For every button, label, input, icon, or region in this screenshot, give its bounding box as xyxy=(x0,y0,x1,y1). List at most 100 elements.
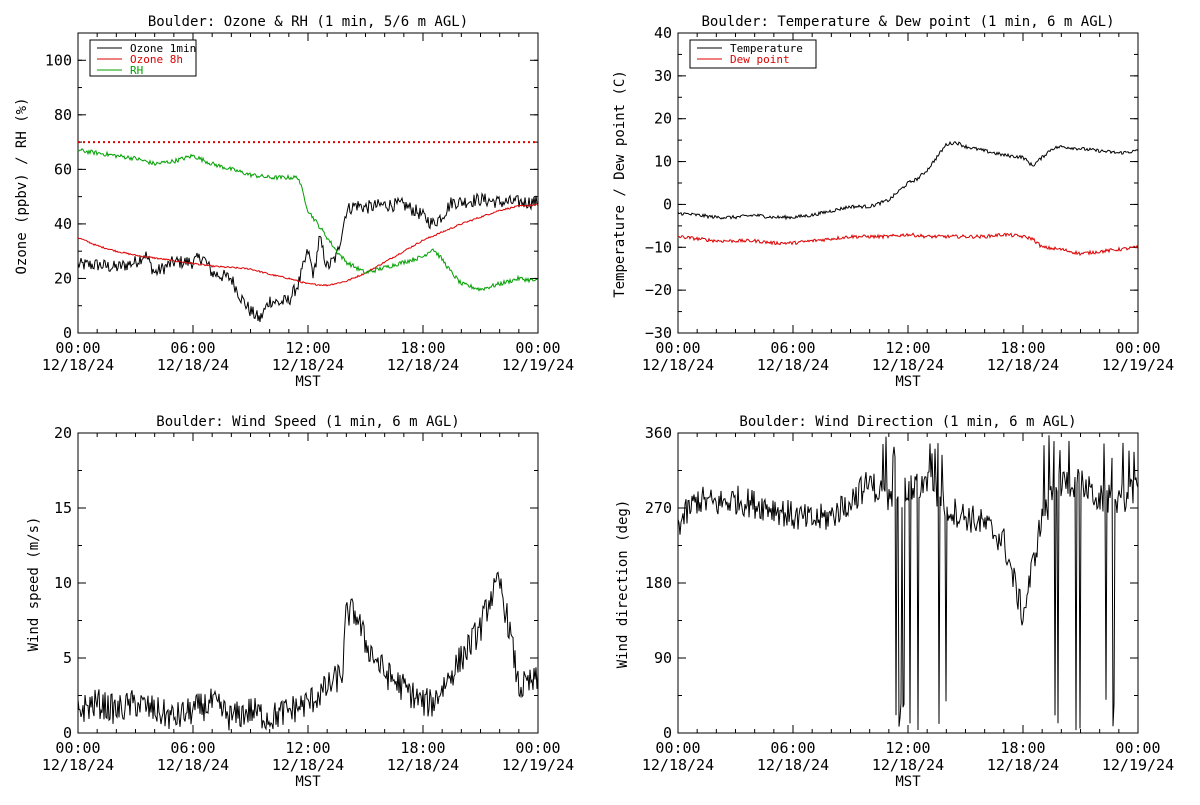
x-tick-date-label: 12/19/24 xyxy=(502,756,574,774)
x-tick-time-label: 06:00 xyxy=(170,739,215,757)
y-tick-label: 180 xyxy=(645,574,672,592)
x-tick-date-label: 12/18/24 xyxy=(987,356,1059,374)
y-tick-label: 20 xyxy=(54,424,72,442)
chart-title: Boulder: Temperature & Dew point (1 min,… xyxy=(701,14,1114,30)
series-line-ozone-1min xyxy=(77,191,539,323)
y-tick-label: −20 xyxy=(645,281,672,299)
x-tick-time-label: 18:00 xyxy=(400,739,445,757)
x-tick-date-label: 12/18/24 xyxy=(157,356,229,374)
chart-title: Boulder: Ozone & RH (1 min, 5/6 m AGL) xyxy=(148,14,468,30)
legend-label-temperature: Temperature xyxy=(730,42,803,55)
plot-area-wind-dir xyxy=(677,435,1139,731)
x-tick-time-label: 06:00 xyxy=(170,339,215,357)
y-tick-label: 40 xyxy=(54,215,72,233)
y-tick-label: 0 xyxy=(63,724,72,742)
legend-box xyxy=(689,39,817,69)
series-line-temperature xyxy=(677,140,1139,221)
x-tick-date-label: 12/18/24 xyxy=(987,756,1059,774)
x-tick-time-label: 00:00 xyxy=(655,739,700,757)
axes-ozone-rh: 02040608010000:0012/18/2406:0012/18/2412… xyxy=(42,32,574,374)
legend-label-dew-point: Dew point xyxy=(730,53,790,66)
axes-wind-speed: 0510152000:0012/18/2406:0012/18/2412:001… xyxy=(42,424,574,774)
plot-frame xyxy=(677,32,1139,334)
y-tick-label: 360 xyxy=(645,424,672,442)
plot-area-ozone-rh xyxy=(77,141,539,323)
legend-label-ozone-8h: Ozone 8h xyxy=(130,53,183,66)
x-tick-date-label: 12/18/24 xyxy=(272,356,344,374)
y-tick-label: −10 xyxy=(645,238,672,256)
x-tick-date-label: 12/19/24 xyxy=(1102,356,1174,374)
axes-temp-dew: −30−20−1001020304000:0012/18/2406:0012/1… xyxy=(642,24,1174,374)
plot-frame xyxy=(677,432,1139,734)
y-axis-label: Wind direction (deg) xyxy=(615,500,631,669)
x-tick-time-label: 00:00 xyxy=(55,739,100,757)
x-axis-label: MST xyxy=(895,774,921,790)
x-axis-label: MST xyxy=(295,374,321,390)
axes-wind-dir: 09018027036000:0012/18/2406:0012/18/2412… xyxy=(642,424,1174,774)
plot-area-temp-dew xyxy=(677,140,1139,257)
x-tick-time-label: 06:00 xyxy=(770,339,815,357)
x-tick-date-label: 12/19/24 xyxy=(502,356,574,374)
x-tick-date-label: 12/18/24 xyxy=(872,356,944,374)
y-tick-label: 0 xyxy=(63,324,72,342)
x-tick-date-label: 12/18/24 xyxy=(872,756,944,774)
y-tick-label: 90 xyxy=(654,649,672,667)
panel-wind-speed: Boulder: Wind Speed (1 min, 6 m AGL) Win… xyxy=(26,414,574,790)
x-axis-label: MST xyxy=(895,374,921,390)
x-tick-date-label: 12/18/24 xyxy=(272,756,344,774)
panel-ozone-rh: Boulder: Ozone & RH (1 min, 5/6 m AGL) O… xyxy=(14,14,574,390)
x-tick-date-label: 12/18/24 xyxy=(387,756,459,774)
chart-title: Boulder: Wind Speed (1 min, 6 m AGL) xyxy=(156,414,459,430)
x-tick-time-label: 12:00 xyxy=(285,339,330,357)
y-axis-label: Temperature / Dew point (C) xyxy=(612,70,628,298)
y-tick-label: 5 xyxy=(63,649,72,667)
x-tick-time-label: 00:00 xyxy=(655,339,700,357)
x-tick-date-label: 12/18/24 xyxy=(42,756,114,774)
y-tick-label: 60 xyxy=(54,160,72,178)
x-tick-date-label: 12/18/24 xyxy=(387,356,459,374)
series-line-dew-point xyxy=(677,232,1139,257)
x-tick-time-label: 00:00 xyxy=(515,739,560,757)
y-axis-label: Ozone (ppbv) / RH (%) xyxy=(14,97,30,274)
x-tick-time-label: 18:00 xyxy=(400,339,445,357)
x-tick-date-label: 12/18/24 xyxy=(642,356,714,374)
chart-title: Boulder: Wind Direction (1 min, 6 m AGL) xyxy=(739,414,1076,430)
x-tick-time-label: 06:00 xyxy=(770,739,815,757)
plot-frame xyxy=(77,32,539,334)
x-tick-time-label: 18:00 xyxy=(1000,739,1045,757)
y-axis-label: Wind speed (m/s) xyxy=(26,517,42,652)
x-tick-date-label: 12/18/24 xyxy=(757,356,829,374)
y-tick-label: 15 xyxy=(54,499,72,517)
x-tick-date-label: 12/19/24 xyxy=(1102,756,1174,774)
y-tick-label: 0 xyxy=(663,195,672,213)
legend-label-rh: RH xyxy=(130,64,143,77)
y-tick-label: 100 xyxy=(45,51,72,69)
plot-frame xyxy=(77,432,539,734)
x-tick-date-label: 12/18/24 xyxy=(642,756,714,774)
y-tick-label: 20 xyxy=(54,269,72,287)
x-tick-date-label: 12/18/24 xyxy=(757,756,829,774)
x-tick-date-label: 12/18/24 xyxy=(42,356,114,374)
y-tick-label: 80 xyxy=(54,106,72,124)
x-tick-time-label: 00:00 xyxy=(1115,339,1160,357)
y-tick-label: 40 xyxy=(654,24,672,42)
x-tick-time-label: 12:00 xyxy=(285,739,330,757)
plot-area-wind-speed xyxy=(77,571,539,731)
x-tick-time-label: 18:00 xyxy=(1000,339,1045,357)
x-tick-time-label: 00:00 xyxy=(55,339,100,357)
panel-wind-dir: Boulder: Wind Direction (1 min, 6 m AGL)… xyxy=(615,414,1174,790)
x-tick-time-label: 12:00 xyxy=(885,339,930,357)
y-tick-label: 0 xyxy=(663,724,672,742)
series-line-rh xyxy=(77,148,539,292)
series-line-boulder-wind-speed-1-min-6-m-agl xyxy=(77,571,539,731)
series-line-ozone-8h xyxy=(77,203,539,287)
x-tick-time-label: 00:00 xyxy=(1115,739,1160,757)
y-tick-label: 10 xyxy=(54,574,72,592)
x-axis-label: MST xyxy=(295,774,321,790)
y-tick-label: 270 xyxy=(645,499,672,517)
legend-temp-dew: Temperature Dew point xyxy=(689,39,817,69)
x-tick-date-label: 12/18/24 xyxy=(157,756,229,774)
x-tick-time-label: 12:00 xyxy=(885,739,930,757)
